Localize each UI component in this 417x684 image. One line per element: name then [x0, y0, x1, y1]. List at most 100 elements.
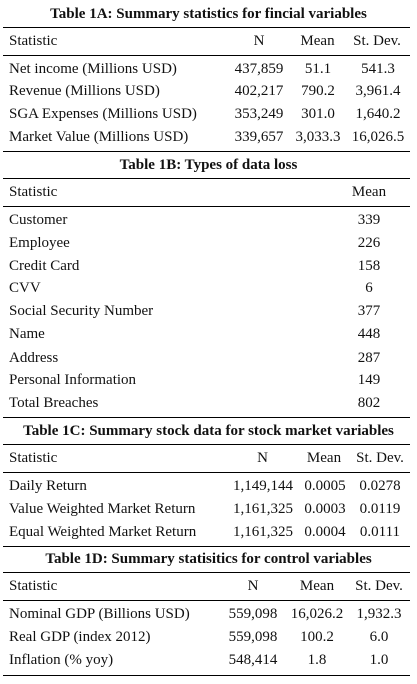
row-label: Value Weighted Market Return [9, 501, 196, 517]
table-row: Personal Information 149 [0, 369, 417, 391]
table-row: SGA Expenses (Millions USD) 353,249 301.… [0, 103, 417, 125]
header-statistic: Statistic [9, 450, 58, 466]
table-row: Revenue (Millions USD) 402,217 790.2 3,9… [0, 80, 417, 102]
table-1b-top-rule [3, 178, 410, 179]
table-1b-bottom-rule [3, 417, 410, 418]
table-1a-header-rule [3, 55, 410, 56]
cell-st-dev: 1,640.2 [355, 106, 401, 122]
table-1c-title: Table 1C: Summary stock data for stock m… [23, 423, 394, 439]
header-statistic: Statistic [9, 184, 58, 200]
row-label: Employee [9, 235, 70, 251]
table-1c-header-row: Statistic N Mean St. Dev. [0, 447, 417, 469]
cell-st-dev: 0.0119 [359, 501, 401, 517]
cell-st-dev: 0.0278 [359, 478, 401, 494]
row-label: Revenue (Millions USD) [9, 83, 160, 99]
row-label: Equal Weighted Market Return [9, 524, 197, 540]
table-1d-title: Table 1D: Summary statisitics for contro… [45, 551, 372, 567]
table-1d-top-rule [3, 572, 410, 573]
cell-mean: 100.2 [300, 629, 334, 645]
cell-mean: 339 [357, 212, 381, 228]
table-1d-header-row: Statistic N Mean St. Dev. [0, 575, 417, 597]
table-1a-top-rule [3, 27, 410, 28]
cell-n: 353,249 [234, 106, 284, 122]
table-row: Real GDP (index 2012) 559,098 100.2 6.0 [0, 626, 417, 648]
row-label: Address [9, 350, 59, 366]
header-statistic: Statistic [9, 33, 58, 49]
cell-n: 559,098 [228, 606, 278, 622]
table-1c-bottom-rule [3, 546, 410, 547]
header-n: N [257, 450, 268, 466]
table-row: Social Security Number 377 [0, 300, 417, 322]
cell-mean: 149 [357, 372, 381, 388]
row-label: Real GDP (index 2012) [9, 629, 151, 645]
cell-mean: 1.8 [307, 652, 327, 668]
table-row: Daily Return 1,149,144 0.0005 0.0278 [0, 475, 417, 497]
table-1a-title: Table 1A: Summary statistics for fincial… [50, 6, 367, 22]
cell-mean: 51.1 [304, 61, 332, 77]
row-label: Nominal GDP (Billions USD) [9, 606, 190, 622]
cell-st-dev: 16,026.5 [351, 129, 405, 145]
table-row: Inflation (% yoy) 548,414 1.8 1.0 [0, 649, 417, 671]
table-row: Name 448 [0, 323, 417, 345]
table-row: Address 287 [0, 347, 417, 369]
table-row: Net income (Millions USD) 437,859 51.1 5… [0, 58, 417, 80]
cell-mean: 377 [357, 303, 381, 319]
cell-n: 402,217 [234, 83, 284, 99]
header-mean: Mean [299, 578, 335, 594]
cell-st-dev: 0.0111 [359, 524, 401, 540]
table-1d-header-rule [3, 600, 410, 601]
cell-mean: 448 [357, 326, 381, 342]
table-row: Total Breaches 802 [0, 392, 417, 414]
cell-mean: 287 [357, 350, 381, 366]
cell-mean: 802 [357, 395, 381, 411]
row-label: Inflation (% yoy) [9, 652, 114, 668]
cell-st-dev: 1,932.3 [356, 606, 402, 622]
table-1b-header-row: Statistic Mean [0, 181, 417, 203]
cell-mean: 3,033.3 [295, 129, 341, 145]
row-label: Credit Card [9, 258, 80, 274]
header-st-dev: St. Dev. [353, 33, 401, 49]
header-n: N [253, 33, 265, 49]
header-n: N [247, 578, 259, 594]
row-label: Market Value (Millions USD) [9, 129, 189, 145]
cell-n: 1,149,144 [233, 478, 293, 494]
cell-n: 559,098 [228, 629, 278, 645]
table-row: Market Value (Millions USD) 339,657 3,03… [0, 126, 417, 148]
cell-st-dev: 6.0 [369, 629, 389, 645]
cell-n: 1,161,325 [233, 524, 293, 540]
header-st-dev: St. Dev. [356, 450, 404, 466]
cell-st-dev: 1.0 [369, 652, 389, 668]
cell-mean: 0.0005 [304, 478, 346, 494]
row-label: CVV [9, 280, 41, 296]
cell-mean: 158 [357, 258, 381, 274]
table-row: Nominal GDP (Billions USD) 559,098 16,02… [0, 603, 417, 625]
row-label: Customer [9, 212, 68, 228]
cell-n: 1,161,325 [233, 501, 293, 517]
row-label: Name [9, 326, 45, 342]
cell-n: 339,657 [234, 129, 284, 145]
row-label: Daily Return [9, 478, 87, 494]
table-1c-header-rule [3, 472, 410, 473]
cell-mean: 0.0003 [304, 501, 346, 517]
table-row: Employee 226 [0, 232, 417, 254]
cell-st-dev: 541.3 [361, 61, 395, 77]
row-label: Social Security Number [9, 303, 154, 319]
row-label: Net income (Millions USD) [9, 61, 177, 77]
cell-mean: 301.0 [301, 106, 335, 122]
cell-n: 437,859 [234, 61, 284, 77]
table-1a-header-row: Statistic N Mean St. Dev. [0, 30, 417, 52]
table-1b-header-rule [3, 206, 410, 207]
table-1d-bottom-rule [3, 675, 410, 676]
cell-mean: 790.2 [301, 83, 335, 99]
row-label: Personal Information [9, 372, 137, 388]
cell-mean: 0.0004 [304, 524, 346, 540]
header-statistic: Statistic [9, 578, 58, 594]
row-label: SGA Expenses (Millions USD) [9, 106, 197, 122]
table-row: Equal Weighted Market Return 1,161,325 0… [0, 521, 417, 543]
header-mean: Mean [306, 450, 342, 466]
cell-mean: 16,026.2 [290, 606, 344, 622]
cell-st-dev: 3,961.4 [355, 83, 401, 99]
header-mean: Mean [351, 184, 387, 200]
header-mean: Mean [300, 33, 335, 49]
